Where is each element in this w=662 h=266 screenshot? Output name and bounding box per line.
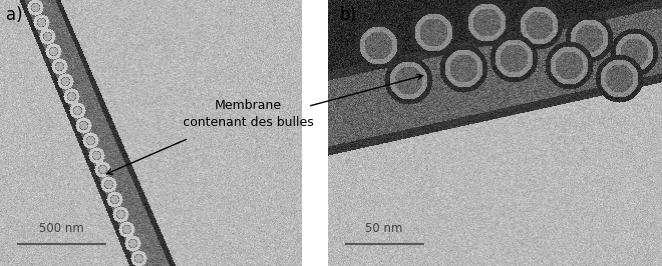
Text: b): b): [340, 6, 357, 24]
Text: 500 nm: 500 nm: [39, 222, 84, 235]
Text: 50 nm: 50 nm: [365, 222, 403, 235]
Text: Membrane
contenant des bulles: Membrane contenant des bulles: [183, 99, 314, 129]
Text: a): a): [6, 6, 23, 24]
